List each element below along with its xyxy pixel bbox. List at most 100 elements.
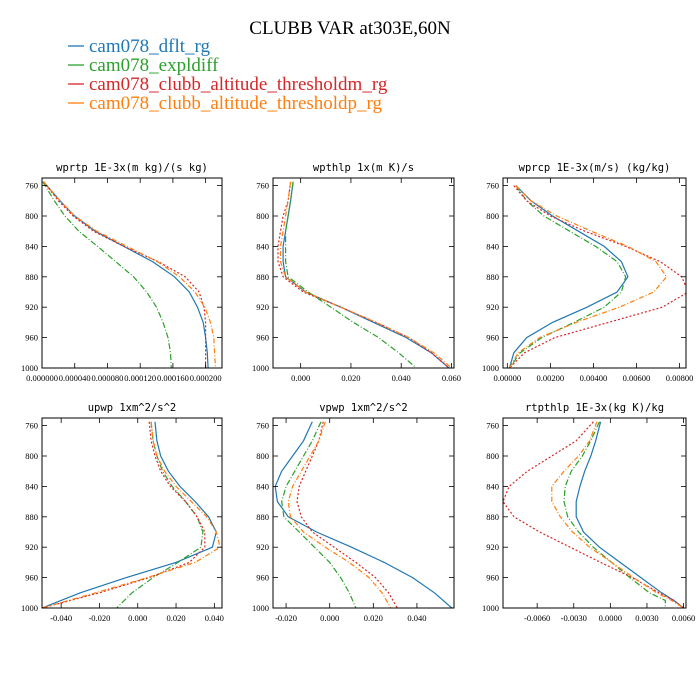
panel-title: rtpthlp 1E-3x(kg K)/kg bbox=[525, 402, 664, 414]
plot-frame bbox=[272, 177, 455, 369]
panel: wprtp 1E-3x(m kg)/(s kg) 760 800 840 880 920 9… bbox=[21, 162, 223, 383]
series-line bbox=[116, 421, 204, 608]
legend: cam078_dflt_rgcam078_expldiffcam078_club… bbox=[68, 36, 388, 114]
y-tick-label: 840 bbox=[25, 241, 38, 251]
plot-frame bbox=[502, 417, 687, 609]
y-tick-label: 760 bbox=[25, 181, 38, 191]
plot-frame bbox=[272, 417, 455, 609]
legend-label: cam078_dflt_rg bbox=[89, 36, 211, 57]
x-tick-label: 0.00200 bbox=[537, 373, 565, 383]
series-line bbox=[508, 185, 668, 368]
y-tick-label: 920 bbox=[25, 302, 38, 312]
panel: upwp 1xm^2/s^2 760 800 840 880 920 960 1000 -0.0… bbox=[21, 402, 224, 623]
y-tick-label: 960 bbox=[486, 573, 499, 583]
series-line bbox=[551, 421, 684, 608]
y-tick-label: 760 bbox=[25, 421, 38, 431]
x-tick-label: 0.000000 bbox=[26, 373, 58, 383]
series-group bbox=[508, 185, 686, 368]
x-tick-label: 0.040 bbox=[392, 373, 411, 383]
series-line bbox=[277, 181, 450, 368]
y-tick-label: 880 bbox=[25, 272, 38, 282]
panel-title: upwp 1xm^2/s^2 bbox=[88, 402, 177, 414]
series-line bbox=[42, 421, 217, 608]
panel: wprcp 1E-3x(m/s) (kg/kg) 760 800 840 880 920 9… bbox=[482, 162, 693, 383]
y-tick-label: 920 bbox=[25, 542, 38, 552]
x-tick-label: 0.00400 bbox=[580, 373, 608, 383]
y-tick-label: 1000 bbox=[252, 363, 269, 373]
y-tick-label: 760 bbox=[256, 421, 269, 431]
y-tick-label: 800 bbox=[25, 451, 38, 461]
series-line bbox=[279, 181, 452, 368]
x-tick-label: 0.060 bbox=[442, 373, 461, 383]
x-tick-label: 0.00600 bbox=[623, 373, 651, 383]
series-line bbox=[282, 181, 450, 368]
x-tick-label: 0.040 bbox=[407, 613, 426, 623]
series-line bbox=[42, 421, 206, 608]
y-tick-label: 800 bbox=[486, 451, 499, 461]
panel-title: wprtp 1E-3x(m kg)/(s kg) bbox=[56, 162, 208, 174]
plot-frame bbox=[41, 417, 223, 609]
legend-entry: cam078_clubb_altitude_thresholdm_rg bbox=[68, 74, 388, 95]
x-tick-label: 0.000 bbox=[128, 613, 147, 623]
series-line bbox=[287, 421, 392, 608]
series-line bbox=[42, 181, 172, 368]
legend-label: cam078_expldiff bbox=[89, 55, 219, 76]
panel: vpwp 1xm^2/s^2 760 800 840 880 920 960 1000 -0.0… bbox=[252, 402, 455, 623]
y-tick-label: 1000 bbox=[482, 363, 499, 373]
x-tick-label: 0.000160 bbox=[157, 373, 189, 383]
y-tick-label: 840 bbox=[25, 481, 38, 491]
y-tick-label: 960 bbox=[25, 573, 38, 583]
panel-title: wprcp 1E-3x(m/s) (kg/kg) bbox=[519, 162, 671, 174]
x-tick-label: 0.020 bbox=[341, 373, 360, 383]
x-tick-label: -0.020 bbox=[275, 613, 297, 623]
panels: wprtp 1E-3x(m kg)/(s kg) 760 800 840 880 920 9… bbox=[21, 162, 695, 623]
series-group bbox=[42, 421, 221, 608]
y-tick-label: 760 bbox=[256, 181, 269, 191]
plot-frame bbox=[502, 177, 687, 369]
legend-entry: cam078_dflt_rg bbox=[68, 36, 211, 57]
series-line bbox=[281, 421, 357, 608]
x-tick-label: 0.000080 bbox=[92, 373, 124, 383]
x-tick-label: -0.0030 bbox=[561, 613, 587, 623]
panel-title: wpthlp 1x(m K)/s bbox=[313, 162, 414, 174]
x-tick-label: -0.020 bbox=[88, 613, 110, 623]
series-group bbox=[274, 421, 453, 608]
series-line bbox=[43, 181, 207, 368]
plot-frame bbox=[41, 177, 223, 369]
y-tick-label: 880 bbox=[25, 512, 38, 522]
series-line bbox=[563, 421, 666, 608]
series-line bbox=[503, 421, 684, 608]
x-tick-label: 0.040 bbox=[205, 613, 224, 623]
legend-label: cam078_clubb_altitude_thresholdp_rg bbox=[89, 93, 383, 114]
y-tick-label: 920 bbox=[486, 542, 499, 552]
y-tick-label: 880 bbox=[256, 512, 269, 522]
x-tick-label: 0.020 bbox=[166, 613, 185, 623]
series-line bbox=[509, 185, 627, 368]
y-tick-label: 800 bbox=[486, 211, 499, 221]
x-tick-label: 0.000 bbox=[320, 613, 339, 623]
y-tick-label: 800 bbox=[25, 211, 38, 221]
y-tick-label: 1000 bbox=[21, 603, 38, 613]
y-tick-label: 760 bbox=[486, 181, 499, 191]
y-tick-label: 840 bbox=[486, 241, 499, 251]
y-tick-label: 1000 bbox=[482, 603, 499, 613]
series-line bbox=[509, 185, 686, 368]
y-tick-label: 760 bbox=[486, 421, 499, 431]
series-line bbox=[43, 181, 217, 368]
series-group bbox=[277, 181, 452, 368]
x-tick-label: 0.000040 bbox=[59, 373, 91, 383]
series-line bbox=[508, 185, 629, 368]
x-tick-label: 0.00000 bbox=[493, 373, 521, 383]
legend-label: cam078_clubb_altitude_thresholdm_rg bbox=[89, 74, 388, 95]
series-line bbox=[575, 421, 684, 608]
y-tick-label: 840 bbox=[256, 481, 269, 491]
x-tick-label: 0.0000 bbox=[599, 613, 622, 623]
y-tick-label: 880 bbox=[256, 272, 269, 282]
y-tick-label: 840 bbox=[486, 481, 499, 491]
legend-entry: cam078_expldiff bbox=[68, 55, 219, 76]
y-tick-label: 1000 bbox=[252, 603, 269, 613]
x-tick-label: -0.040 bbox=[50, 613, 72, 623]
x-tick-label: 0.000200 bbox=[190, 373, 222, 383]
y-tick-label: 960 bbox=[486, 333, 499, 343]
